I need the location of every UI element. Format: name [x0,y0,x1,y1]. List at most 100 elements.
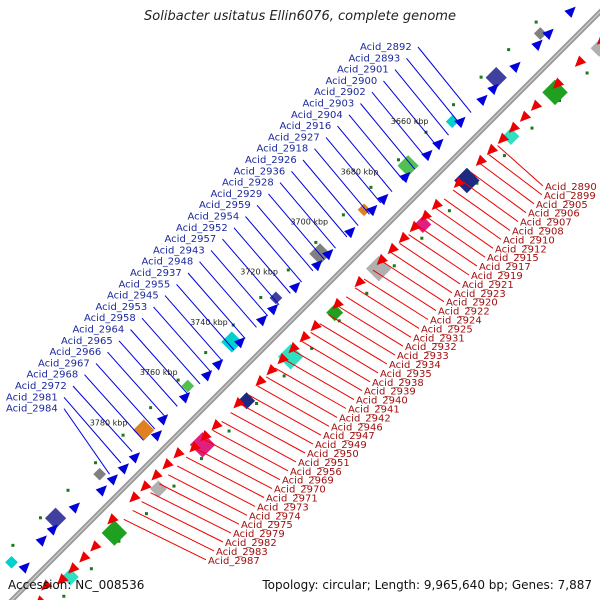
reverse-gene-arrow[interactable] [299,330,311,343]
reverse-gene-arrow[interactable] [552,77,565,89]
forward-gene-label[interactable]: Acid_2966 [50,347,102,358]
reverse-gene-label[interactable]: Acid_2970 [274,485,326,496]
reverse-gene-arrow[interactable] [310,319,322,332]
forward-gene-label[interactable]: Acid_2968 [27,370,79,381]
reverse-gene-arrow[interactable] [90,540,102,552]
reverse-gene-label[interactable]: Acid_2925 [421,324,473,335]
reverse-gene-label[interactable]: Acid_2923 [454,289,506,300]
forward-gene-arrow[interactable] [46,524,58,536]
forward-gene-label[interactable]: Acid_2957 [165,234,217,245]
forward-gene-label[interactable]: Acid_2952 [176,223,228,234]
feature-block[interactable] [5,555,18,569]
reverse-gene-arrow[interactable] [255,374,267,387]
forward-gene-label[interactable]: Acid_2927 [268,132,320,143]
forward-gene-label[interactable]: Acid_2945 [107,291,159,302]
feature-block[interactable] [357,203,371,217]
reverse-gene-label[interactable]: Acid_2912 [495,244,547,255]
reverse-gene-label[interactable]: Acid_2956 [290,467,342,478]
forward-gene-arrow[interactable] [255,315,268,327]
forward-gene-label[interactable]: Acid_2981 [6,392,58,403]
reverse-gene-arrow[interactable] [162,458,174,470]
forward-gene-label[interactable]: Acid_2943 [153,245,205,256]
reverse-gene-arrow[interactable] [475,154,488,166]
feature-block[interactable] [269,291,283,305]
reverse-gene-arrow[interactable] [519,110,532,122]
forward-gene-arrow[interactable] [487,83,499,96]
reverse-gene-label[interactable]: Acid_2899 [544,191,596,202]
reverse-gene-label[interactable]: Acid_2938 [372,378,424,389]
forward-gene-arrow[interactable] [106,474,118,486]
forward-gene-arrow[interactable] [200,370,213,382]
forward-gene-label[interactable]: Acid_2892 [360,42,412,53]
reverse-gene-arrow[interactable] [211,419,223,431]
forward-gene-arrow[interactable] [454,116,466,129]
forward-gene-label[interactable]: Acid_2926 [245,155,297,166]
reverse-gene-label[interactable]: Acid_2939 [364,387,416,398]
reverse-gene-arrow[interactable] [596,33,600,45]
feature-block[interactable] [326,304,344,322]
reverse-gene-label[interactable]: Acid_2971 [266,494,318,505]
forward-gene-label[interactable]: Acid_2972 [15,381,67,392]
feature-block[interactable] [101,520,128,546]
reverse-gene-label[interactable]: Acid_2983 [216,547,268,558]
reverse-gene-label[interactable]: Acid_2987 [208,556,260,567]
forward-gene-arrow[interactable] [421,149,433,162]
forward-gene-label[interactable]: Acid_2964 [73,325,125,336]
reverse-gene-arrow[interactable] [233,397,245,409]
forward-gene-arrow[interactable] [68,502,80,514]
reverse-gene-label[interactable]: Acid_2982 [225,538,277,549]
forward-gene-label[interactable]: Acid_2937 [130,268,182,279]
reverse-gene-arrow[interactable] [189,441,201,453]
forward-gene-arrow[interactable] [432,138,444,151]
forward-gene-arrow[interactable] [399,171,411,184]
feature-block[interactable] [277,343,304,370]
forward-gene-label[interactable]: Acid_2965 [61,336,113,347]
feature-block[interactable] [93,467,107,481]
reverse-gene-arrow[interactable] [277,352,289,365]
reverse-gene-label[interactable]: Acid_2973 [257,502,309,513]
reverse-gene-label[interactable]: Acid_2975 [241,520,293,531]
forward-gene-label[interactable]: Acid_2929 [211,189,263,200]
feature-block[interactable] [590,39,600,57]
reverse-gene-label[interactable]: Acid_2932 [405,342,457,353]
reverse-gene-label[interactable]: Acid_2950 [307,449,359,460]
reverse-gene-label[interactable]: Acid_2946 [331,422,383,433]
forward-gene-label[interactable]: Acid_2984 [6,404,58,415]
reverse-gene-arrow[interactable] [354,275,366,288]
forward-gene-label[interactable]: Acid_2948 [142,257,194,268]
reverse-gene-arrow[interactable] [200,430,212,442]
reverse-gene-arrow[interactable] [453,176,466,189]
forward-gene-arrow[interactable] [377,193,389,206]
forward-gene-arrow[interactable] [35,535,47,547]
forward-gene-arrow[interactable] [233,337,246,349]
reverse-gene-label[interactable]: Acid_2949 [315,440,367,451]
forward-gene-label[interactable]: Acid_2967 [38,358,90,369]
forward-gene-arrow[interactable] [531,39,543,51]
forward-gene-label[interactable]: Acid_2928 [222,178,274,189]
forward-gene-arrow[interactable] [564,6,576,18]
forward-gene-label[interactable]: Acid_2918 [257,144,309,155]
reverse-gene-label[interactable]: Acid_2907 [520,218,572,229]
feature-block[interactable] [542,79,568,106]
reverse-gene-arrow[interactable] [398,231,410,244]
reverse-gene-arrow[interactable] [376,253,388,266]
forward-gene-label[interactable]: Acid_2900 [326,76,378,87]
feature-block[interactable] [366,255,392,282]
reverse-gene-label[interactable]: Acid_2922 [438,307,490,318]
reverse-gene-label[interactable]: Acid_2917 [479,262,531,273]
reverse-gene-label[interactable]: Acid_2974 [249,511,301,522]
reverse-gene-label[interactable]: Acid_2908 [512,227,564,238]
forward-gene-arrow[interactable] [366,204,378,217]
forward-gene-arrow[interactable] [542,28,554,40]
reverse-gene-arrow[interactable] [266,363,278,376]
reverse-gene-arrow[interactable] [140,480,152,492]
reverse-gene-arrow[interactable] [129,491,141,503]
forward-gene-label[interactable]: Acid_2958 [84,313,136,324]
forward-gene-label[interactable]: Acid_2901 [337,65,389,76]
forward-gene-arrow[interactable] [509,61,521,74]
reverse-gene-label[interactable]: Acid_2951 [298,458,350,469]
reverse-gene-arrow[interactable] [173,447,185,459]
reverse-gene-arrow[interactable] [574,55,587,67]
reverse-gene-label[interactable]: Acid_2933 [397,351,449,362]
reverse-gene-arrow[interactable] [431,198,443,211]
